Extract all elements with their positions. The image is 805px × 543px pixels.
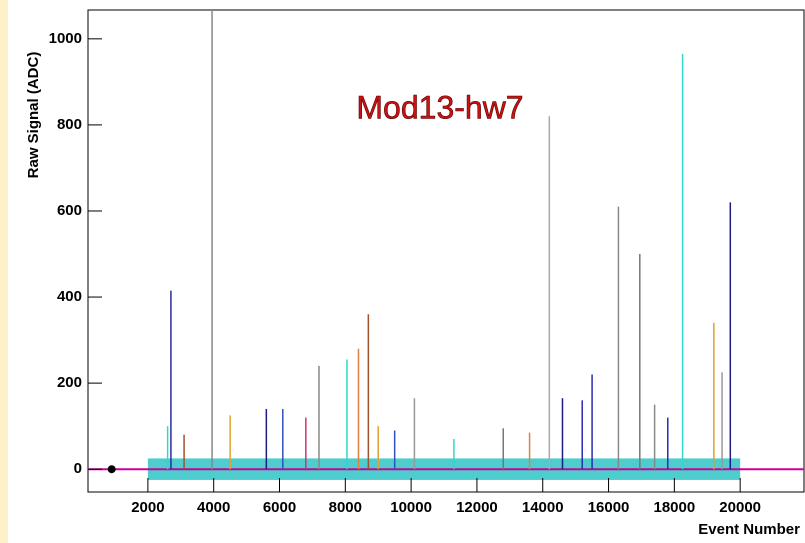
x-tick-label: 14000 (522, 499, 564, 516)
y-tick-label: 400 (57, 288, 82, 305)
chart-title: Mod13-hw7 (356, 89, 523, 125)
y-axis-label: Raw Signal (ADC) (25, 52, 42, 179)
x-tick-label: 10000 (390, 499, 432, 516)
plot-frame (87, 9, 805, 493)
y-tick-label: 1000 (49, 30, 82, 47)
side-strip (0, 0, 8, 543)
y-tick-label: 800 (57, 116, 82, 133)
x-tick-label: 12000 (456, 499, 498, 516)
x-tick-label: 20000 (719, 499, 761, 516)
y-tick-label: 0 (74, 460, 82, 477)
point (107, 465, 116, 474)
y-tick-label: 200 (57, 374, 82, 391)
x-tick-label: 18000 (653, 499, 695, 516)
x-axis-label: Event Number (698, 521, 800, 538)
x-tick-label: 4000 (197, 499, 230, 516)
x-tick-label: 6000 (263, 499, 296, 516)
x-tick-label: 16000 (588, 499, 630, 516)
y-tick-label: 600 (57, 202, 82, 219)
x-tick-label: 2000 (131, 499, 164, 516)
x-tick-label: 8000 (329, 499, 362, 516)
